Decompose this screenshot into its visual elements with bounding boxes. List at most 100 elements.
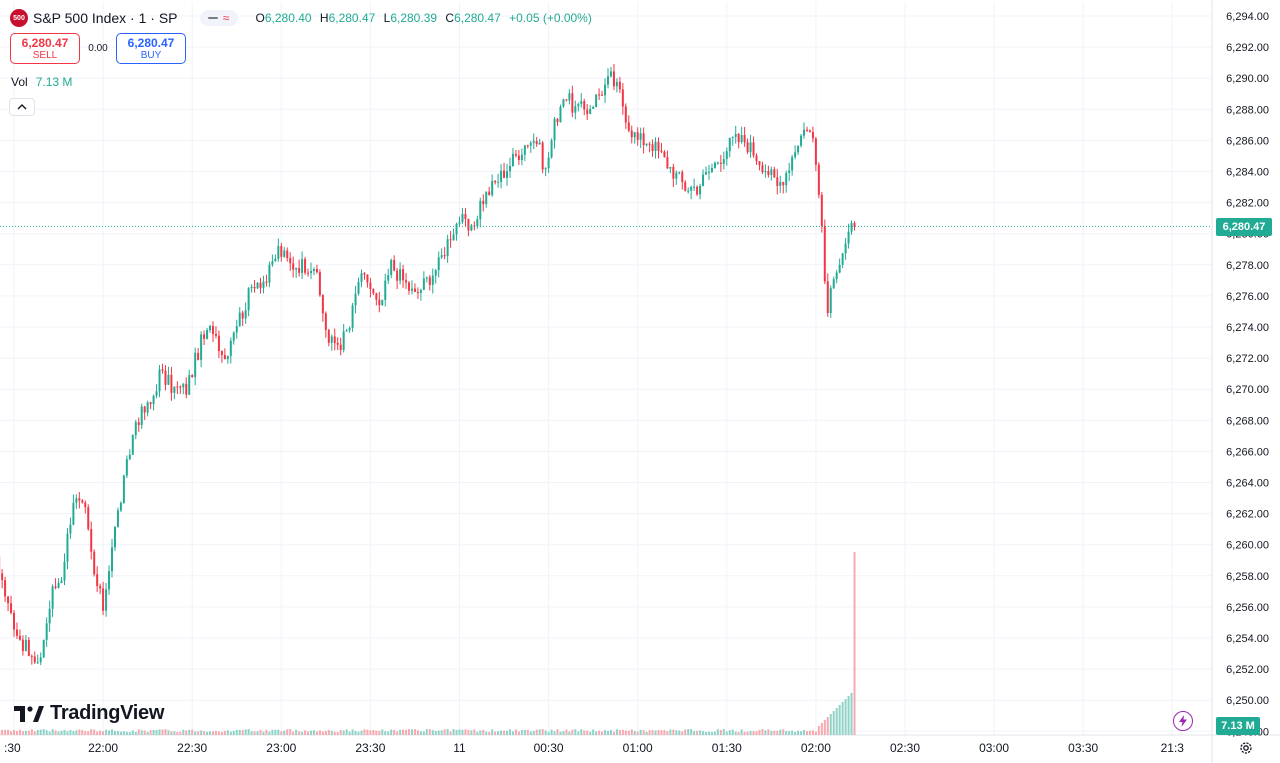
candle-body <box>749 142 752 153</box>
volume-bar <box>713 731 716 735</box>
gear-icon[interactable] <box>1238 740 1254 756</box>
candle-body <box>696 186 699 195</box>
candle-body <box>705 172 708 175</box>
volume-bar <box>719 729 722 735</box>
price-tick-label: 6,258.00 <box>1226 571 1269 583</box>
candle-body <box>814 138 817 165</box>
candle-body <box>90 529 93 552</box>
volume-bar <box>247 729 250 735</box>
candle-body <box>440 255 443 258</box>
candlesticks <box>0 63 856 666</box>
volume-bar <box>351 729 354 735</box>
change-value: +0.05 (+0.00%) <box>509 11 592 25</box>
candle-body <box>850 223 853 232</box>
candle-body <box>788 170 791 173</box>
sell-button[interactable]: 6,280.47 SELL <box>10 33 80 64</box>
price-axis[interactable]: 6,294.00 6,292.00 6,290.00 6,288.00 6,286.00… <box>1226 11 1269 738</box>
tradingview-logo[interactable]: TradingView <box>14 702 164 725</box>
price-tick-label: 6,256.00 <box>1226 602 1269 614</box>
candle-body <box>369 282 372 290</box>
candle-body <box>413 288 416 292</box>
time-tick-label: 00:30 <box>534 741 564 755</box>
chevron-up-icon[interactable] <box>9 98 35 116</box>
volume-legend[interactable]: Vol 7.13 M <box>11 75 72 89</box>
volume-bar <box>538 729 541 735</box>
candle-body <box>42 639 45 658</box>
buy-button[interactable]: 6,280.47 BUY <box>116 33 186 64</box>
volume-bar <box>393 729 396 735</box>
volume-bar <box>687 729 690 735</box>
candle-body <box>30 655 33 657</box>
candle-body <box>203 334 206 339</box>
time-axis[interactable]: :30 22:00 22:30 23:00 23:30 11 00:30 01:00 01:30… <box>4 741 1184 755</box>
candle-body <box>72 502 75 525</box>
compare-pill-icon[interactable]: ≈ <box>199 10 238 26</box>
volume-bar <box>437 730 440 735</box>
candle-body <box>580 101 583 105</box>
volume-bar <box>93 729 96 735</box>
candle-body <box>149 402 152 405</box>
candle-body <box>657 141 660 151</box>
volume-bar <box>131 730 134 735</box>
candle-body <box>1 573 4 581</box>
candle-body <box>33 656 36 663</box>
volume-bar <box>146 731 149 735</box>
volume-bar <box>592 729 595 735</box>
volume-bar <box>354 730 357 735</box>
candle-body <box>654 141 657 151</box>
candle-body <box>633 132 636 138</box>
volume-bar <box>134 731 137 735</box>
candle-body <box>595 94 598 107</box>
candle-body <box>310 271 312 274</box>
volume-bar <box>752 731 755 735</box>
volume-bar <box>342 730 345 735</box>
symbol-title[interactable]: S&P 500 Index · 1 · SP <box>33 10 178 26</box>
volume-bar <box>660 730 663 735</box>
candle-body <box>687 190 690 192</box>
volume-bar <box>42 729 45 735</box>
candle-body <box>737 133 740 143</box>
candle-body <box>357 281 360 294</box>
time-tick-label: 03:00 <box>979 741 1009 755</box>
volume-bar <box>57 731 60 735</box>
price-tick-label: 6,276.00 <box>1226 291 1269 303</box>
volume-bar <box>470 730 473 735</box>
volume-bar <box>740 729 743 735</box>
current-price-badge[interactable]: 6,280.47 <box>1216 218 1272 236</box>
volume-bar <box>823 720 826 735</box>
volume-bar <box>716 729 719 735</box>
volume-bar <box>571 729 574 735</box>
volume-bar <box>369 730 372 735</box>
volume-bar <box>722 729 725 735</box>
volume-bar <box>280 731 283 735</box>
tradingview-logo-icon <box>14 705 44 722</box>
volume-badge[interactable]: 7.13 M <box>1216 717 1260 735</box>
price-tick-label: 6,260.00 <box>1226 540 1269 552</box>
candle-body <box>81 500 84 503</box>
candle-body <box>140 406 143 426</box>
candle-body <box>479 200 482 220</box>
candle-body <box>238 312 241 327</box>
candle-body <box>327 329 330 343</box>
volume-bar <box>654 730 657 735</box>
volume-bar <box>532 730 535 735</box>
volume-bar <box>743 731 746 735</box>
candle-body <box>776 177 779 186</box>
volume-bar <box>155 730 158 735</box>
candle-body <box>102 588 105 611</box>
volume-bar <box>639 729 642 735</box>
symbol-logo-icon[interactable]: 500 <box>10 9 28 27</box>
volume-bar <box>99 730 102 735</box>
volume-bar <box>550 729 553 735</box>
volume-bar <box>488 731 491 735</box>
candle-body <box>669 167 672 169</box>
lightning-icon[interactable] <box>1173 711 1193 731</box>
candle-body <box>508 165 511 172</box>
volume-bar <box>580 729 583 735</box>
candle-body <box>467 218 470 231</box>
candle-body <box>360 273 363 282</box>
volume-bar <box>399 729 402 735</box>
volume-bar <box>200 730 203 735</box>
